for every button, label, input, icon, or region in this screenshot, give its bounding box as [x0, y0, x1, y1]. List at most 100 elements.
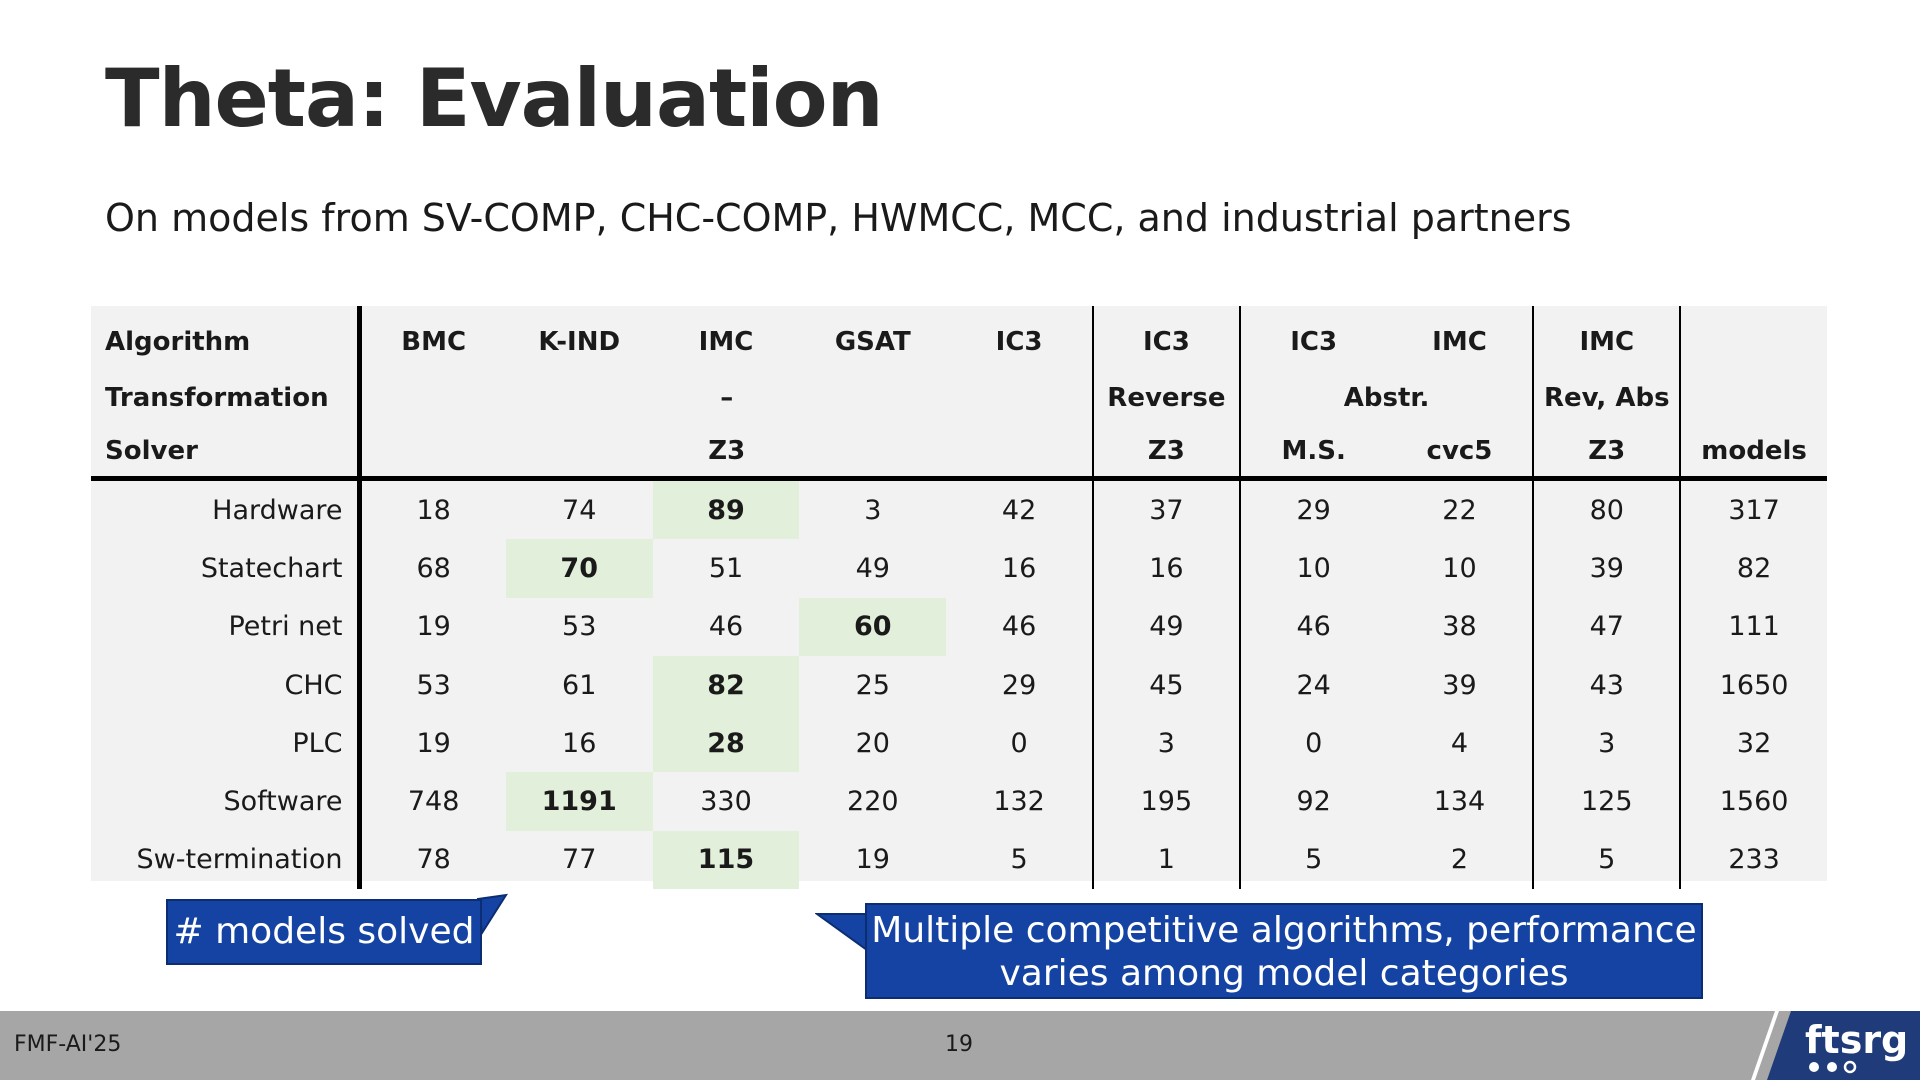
table-cell: 46: [708, 611, 744, 643]
performance-note-callout: Multiple competitive algorithms, perform…: [865, 903, 1703, 999]
table-row: Petri net 19 53 46 60 46 49 46 38 47 111: [91, 597, 1827, 656]
row-category: CHC: [284, 669, 343, 701]
table-cell: 45: [1091, 655, 1240, 715]
models-solved-text: # models solved: [173, 911, 475, 952]
row-label-transformation: Transformation: [105, 383, 329, 413]
footer-bar: [0, 1011, 1920, 1080]
evaluation-table: Algorithm BMC K-IND IMC GSAT IC3 IC3 IC3…: [91, 306, 1827, 890]
table-cell: 46: [1238, 597, 1387, 656]
table-cell: 68: [356, 539, 506, 598]
col-header-algorithm: [1679, 306, 1827, 370]
table-cell: 92: [1238, 772, 1387, 831]
row-category: Hardware: [212, 494, 343, 526]
transformation-base: –: [356, 370, 1093, 426]
evaluation-table-container: Algorithm BMC K-IND IMC GSAT IC3 IC3 IC3…: [91, 306, 1827, 890]
table-cell: 18: [356, 478, 506, 540]
table-cell: 3: [1532, 714, 1681, 773]
models-solved-callout: # models solved: [166, 899, 482, 965]
table-cell: 42: [1001, 494, 1037, 526]
table-cell: 16: [1091, 539, 1240, 598]
table-cell: 53: [562, 611, 597, 643]
table-cell: 22: [1442, 494, 1477, 526]
logo-dot: [1809, 1062, 1819, 1072]
table-cell: 49: [855, 552, 890, 584]
table-cell: 37: [1091, 478, 1240, 540]
table-cell: 5: [1010, 844, 1028, 876]
table-cell: 5: [1238, 830, 1387, 890]
slide-title: Theta: Evaluation: [105, 52, 884, 145]
table-cell: 317: [1679, 478, 1827, 540]
performance-note-line2: varies among model categories: [999, 953, 1569, 994]
table-cell: 134: [1433, 786, 1486, 818]
table-cell: 74: [562, 494, 597, 526]
table-cell: 25: [855, 669, 890, 701]
col-header-algorithm: GSAT: [834, 327, 911, 357]
col-header-algorithm: IC3: [1238, 306, 1387, 370]
table-cell-best: 115: [652, 830, 800, 890]
table-cell: 1560: [1679, 772, 1827, 831]
logo-slash-stripe: [1751, 1011, 1779, 1080]
table-cell: 61: [562, 669, 597, 701]
table-cell: 111: [1679, 597, 1827, 656]
slide-subtitle: On models from SV-COMP, CHC-COMP, HWMCC,…: [105, 196, 1572, 240]
table-body: Hardware 18 74 89 3 42 37 29 22 80 317 Statechart 68…: [91, 478, 1827, 890]
table-cell: 77: [562, 844, 597, 876]
table-cell: 46: [1001, 611, 1037, 643]
table-cell-best: 70: [505, 539, 653, 598]
table-cell-best: 89: [652, 478, 800, 540]
table-cell: 78: [356, 830, 506, 890]
table-cell: 1650: [1679, 655, 1827, 715]
table-cell: 19: [855, 844, 890, 876]
table-cell: 24: [1238, 655, 1387, 715]
table-cell: 4: [1450, 727, 1469, 759]
table-cell-best: 60: [799, 597, 947, 656]
row-category: Software: [223, 786, 343, 818]
table-cell: 5: [1532, 830, 1681, 890]
performance-note-line1: Multiple competitive algorithms, perform…: [871, 910, 1697, 951]
table-cell: 1: [1091, 830, 1240, 890]
table-row: Statechart 68 70 51 49 16 16 10 10 39 82: [91, 539, 1827, 598]
row-label-algorithm: Algorithm: [105, 327, 251, 357]
solver-base: Z3: [356, 426, 1093, 481]
page-number: 19: [945, 1032, 973, 1057]
table-cell: 49: [1091, 597, 1240, 656]
header-row-transformation: Transformation – Reverse Abstr. Rev, Abs: [91, 370, 1827, 426]
table-cell: 47: [1532, 597, 1681, 656]
logo-background: [1767, 1011, 1920, 1080]
table-cell: 0: [1238, 714, 1387, 773]
footer-event: FMF-AI'25: [14, 1032, 122, 1057]
header-row-solver: Solver Z3 Z3 M.S. cvc5 Z3 models: [91, 426, 1827, 481]
table-cell: 19: [356, 714, 506, 773]
table-cell: 39: [1532, 539, 1681, 598]
table-cell: 330: [700, 786, 752, 818]
col-header-algorithm: IMC: [698, 327, 754, 357]
table-cell-best: 28: [652, 714, 800, 773]
table-cell: 220: [847, 786, 899, 818]
row-label-solver: Solver: [91, 426, 359, 481]
solver-rev-abs: Z3: [1532, 426, 1681, 481]
logo-dot: [1827, 1062, 1837, 1072]
header-row-algorithm: Algorithm BMC K-IND IMC GSAT IC3 IC3 IC3…: [91, 306, 1827, 370]
table-cell: 3: [1091, 714, 1240, 773]
table-cell: 195: [1091, 772, 1240, 831]
table-cell: 16: [562, 727, 597, 759]
table-row: Software 748 1191 330 220 132 195 92 134 125 1560: [91, 772, 1827, 831]
table-cell: 2: [1450, 844, 1469, 876]
table-cell: 32: [1679, 714, 1827, 773]
table-cell: 10: [1442, 552, 1477, 584]
table-cell: 132: [993, 786, 1045, 818]
table-cell: 51: [708, 552, 744, 584]
table-cell: 38: [1442, 611, 1477, 643]
table-cell: 3: [864, 494, 882, 526]
table-row: Sw-termination 78 77 115 19 5 1 5 2 5 233: [91, 830, 1827, 890]
table-cell: 10: [1238, 539, 1387, 598]
table-cell: 748: [356, 772, 506, 831]
row-category: Sw-termination: [136, 844, 343, 876]
table-cell: 82: [1679, 539, 1827, 598]
table-cell: 19: [356, 597, 506, 656]
table-cell: 29: [1001, 669, 1037, 701]
table-row: PLC 19 16 28 20 0 3 0 4 3 32: [91, 714, 1827, 773]
col-header-algorithm: K-IND: [538, 327, 621, 357]
ftsrg-logo: ftsrg: [1751, 1011, 1920, 1080]
transformation-rev-abs: Rev, Abs: [1532, 370, 1681, 426]
